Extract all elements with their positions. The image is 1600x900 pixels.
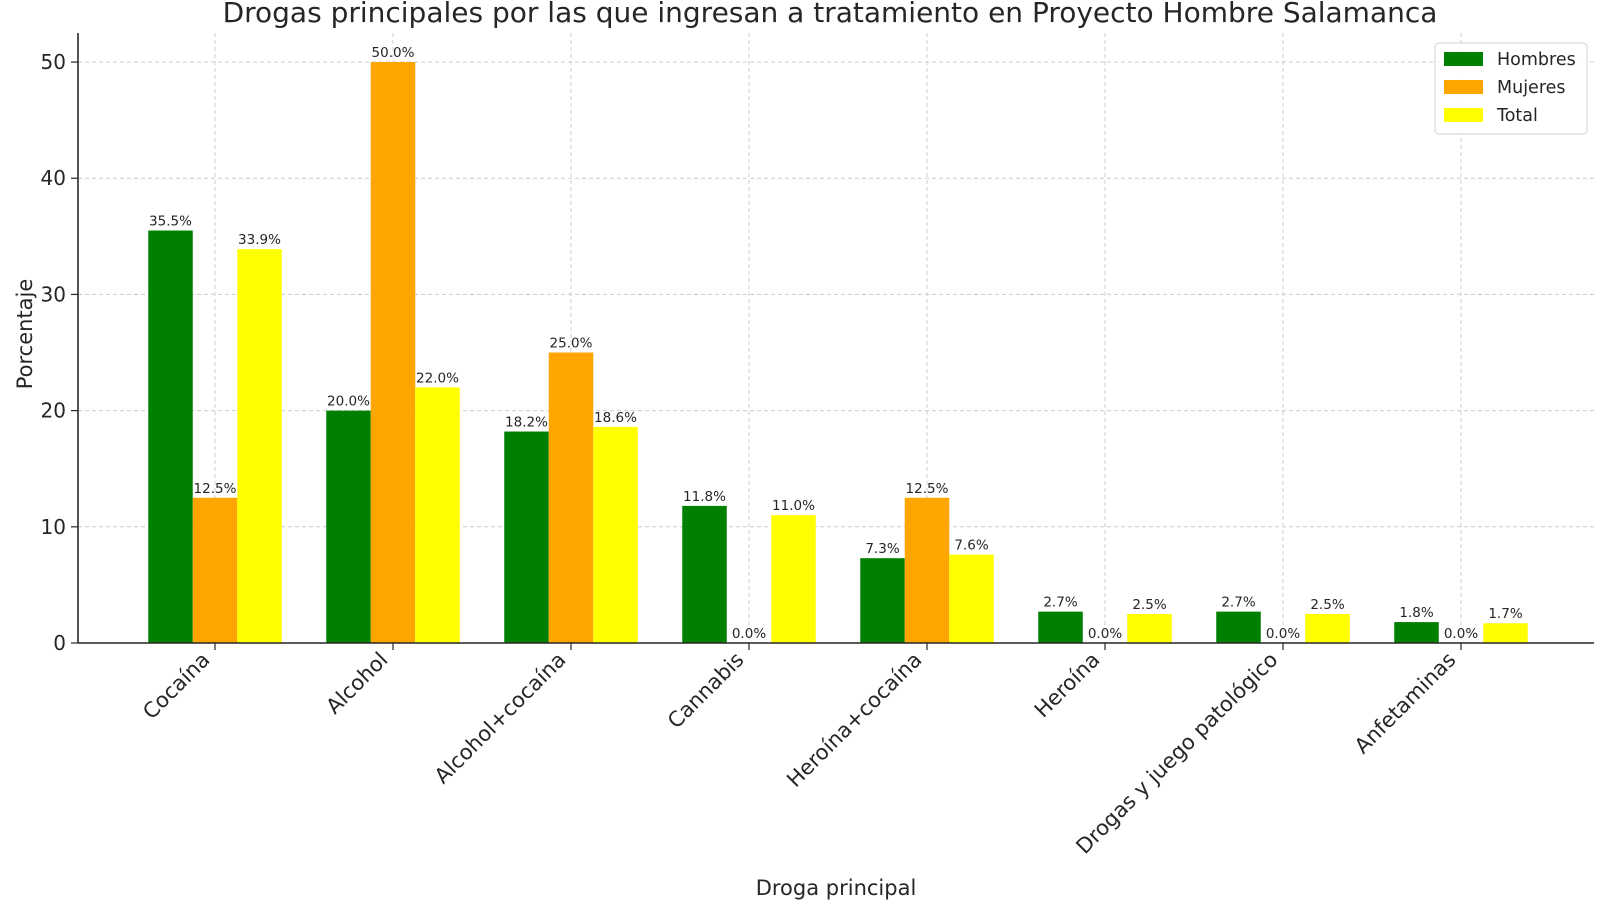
legend-label-total: Total [1496, 106, 1538, 126]
data-label: 7.6% [954, 538, 988, 554]
bar-hombres-3 [682, 505, 727, 643]
y-tick-label: 0 [53, 631, 66, 655]
data-label: 18.6% [594, 410, 637, 426]
bar-hombres-5 [1038, 611, 1083, 643]
y-tick-label: 50 [41, 50, 66, 74]
data-label: 11.8% [683, 489, 726, 505]
data-label: 11.0% [772, 498, 815, 514]
data-label: 25.0% [550, 336, 593, 352]
data-label: 7.3% [865, 541, 899, 557]
chart-title: Drogas principales por las que ingresan … [223, 0, 1438, 29]
data-label: 20.0% [327, 394, 370, 410]
y-tick-label: 30 [41, 282, 66, 306]
legend-label-hombres: Hombres [1497, 50, 1576, 70]
data-label: 22.0% [416, 370, 459, 386]
legend: Hombres Mujeres Total [1434, 42, 1588, 135]
bar-total-2 [593, 426, 638, 643]
x-tick-label: Heroína+cocaína [782, 648, 926, 792]
bar-total-7 [1483, 623, 1528, 643]
y-tick-label: 10 [41, 515, 66, 539]
y-tick-label: 20 [41, 399, 66, 423]
data-label: 33.9% [238, 232, 281, 248]
bar-total-0 [237, 249, 282, 643]
bars-layer [148, 62, 1528, 644]
legend-swatch-total [1444, 108, 1483, 122]
legend-label-mujeres: Mujeres [1497, 78, 1566, 98]
x-tick-label: Drogas y juego patológico [1071, 648, 1282, 859]
data-label: 1.8% [1399, 605, 1433, 621]
x-tick-label: Alcohol+cocaína [430, 648, 571, 789]
x-tick-label: Cannabis [663, 648, 749, 734]
bar-hombres-0 [148, 230, 193, 643]
y-tick-label: 40 [41, 166, 66, 190]
legend-swatch-mujeres [1444, 80, 1483, 94]
bar-mujeres-1 [370, 62, 416, 644]
data-label: 0.0% [1266, 626, 1300, 642]
x-tick-label: Heroína [1030, 648, 1105, 723]
data-label: 1.7% [1488, 606, 1522, 622]
data-label: 18.2% [505, 415, 548, 431]
y-axis-label: Porcentaje [13, 279, 37, 390]
bar-hombres-4 [860, 558, 905, 643]
bar-total-6 [1305, 613, 1350, 643]
data-label: 12.5% [906, 481, 949, 497]
x-tick-label: Alcohol [321, 648, 392, 719]
bar-total-5 [1127, 613, 1172, 643]
data-label: 12.5% [194, 481, 237, 497]
data-label: 0.0% [1444, 626, 1478, 642]
data-label: 2.7% [1043, 595, 1077, 611]
bar-hombres-2 [504, 431, 549, 643]
bar-total-1 [415, 387, 460, 643]
bar-total-4 [949, 554, 994, 643]
x-axis-label: Droga principal [756, 876, 917, 900]
bar-mujeres-0 [192, 497, 238, 643]
x-tick-label: Anfetaminas [1350, 648, 1461, 759]
data-label: 35.5% [149, 214, 192, 230]
bar-mujeres-2 [548, 352, 594, 643]
x-tick-label: Cocaína [138, 648, 214, 724]
bar-hombres-6 [1216, 611, 1261, 643]
bar-mujeres-4 [904, 497, 950, 643]
data-labels-layer: 35.5% 20.0% 18.2% 11.8% 7.3% 2.7% 2.7% 1.8% 12.5… [149, 45, 1523, 642]
legend-swatch-hombres [1444, 52, 1483, 66]
bar-hombres-7 [1394, 622, 1439, 643]
data-label: 50.0% [372, 45, 415, 61]
bar-total-3 [771, 515, 816, 643]
data-label: 0.0% [1088, 626, 1122, 642]
data-label: 2.7% [1221, 595, 1255, 611]
bar-hombres-1 [326, 410, 371, 643]
data-label: 2.5% [1310, 597, 1344, 613]
grid-layer [78, 33, 1594, 644]
data-label: 0.0% [732, 626, 766, 642]
data-label: 2.5% [1132, 597, 1166, 613]
